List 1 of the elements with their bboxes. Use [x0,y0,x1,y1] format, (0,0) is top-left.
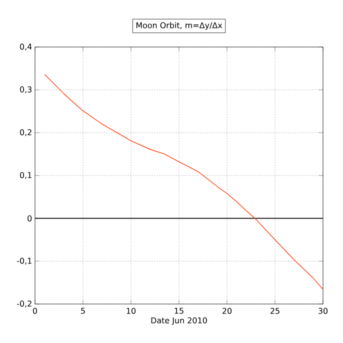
line-series [44,74,323,290]
